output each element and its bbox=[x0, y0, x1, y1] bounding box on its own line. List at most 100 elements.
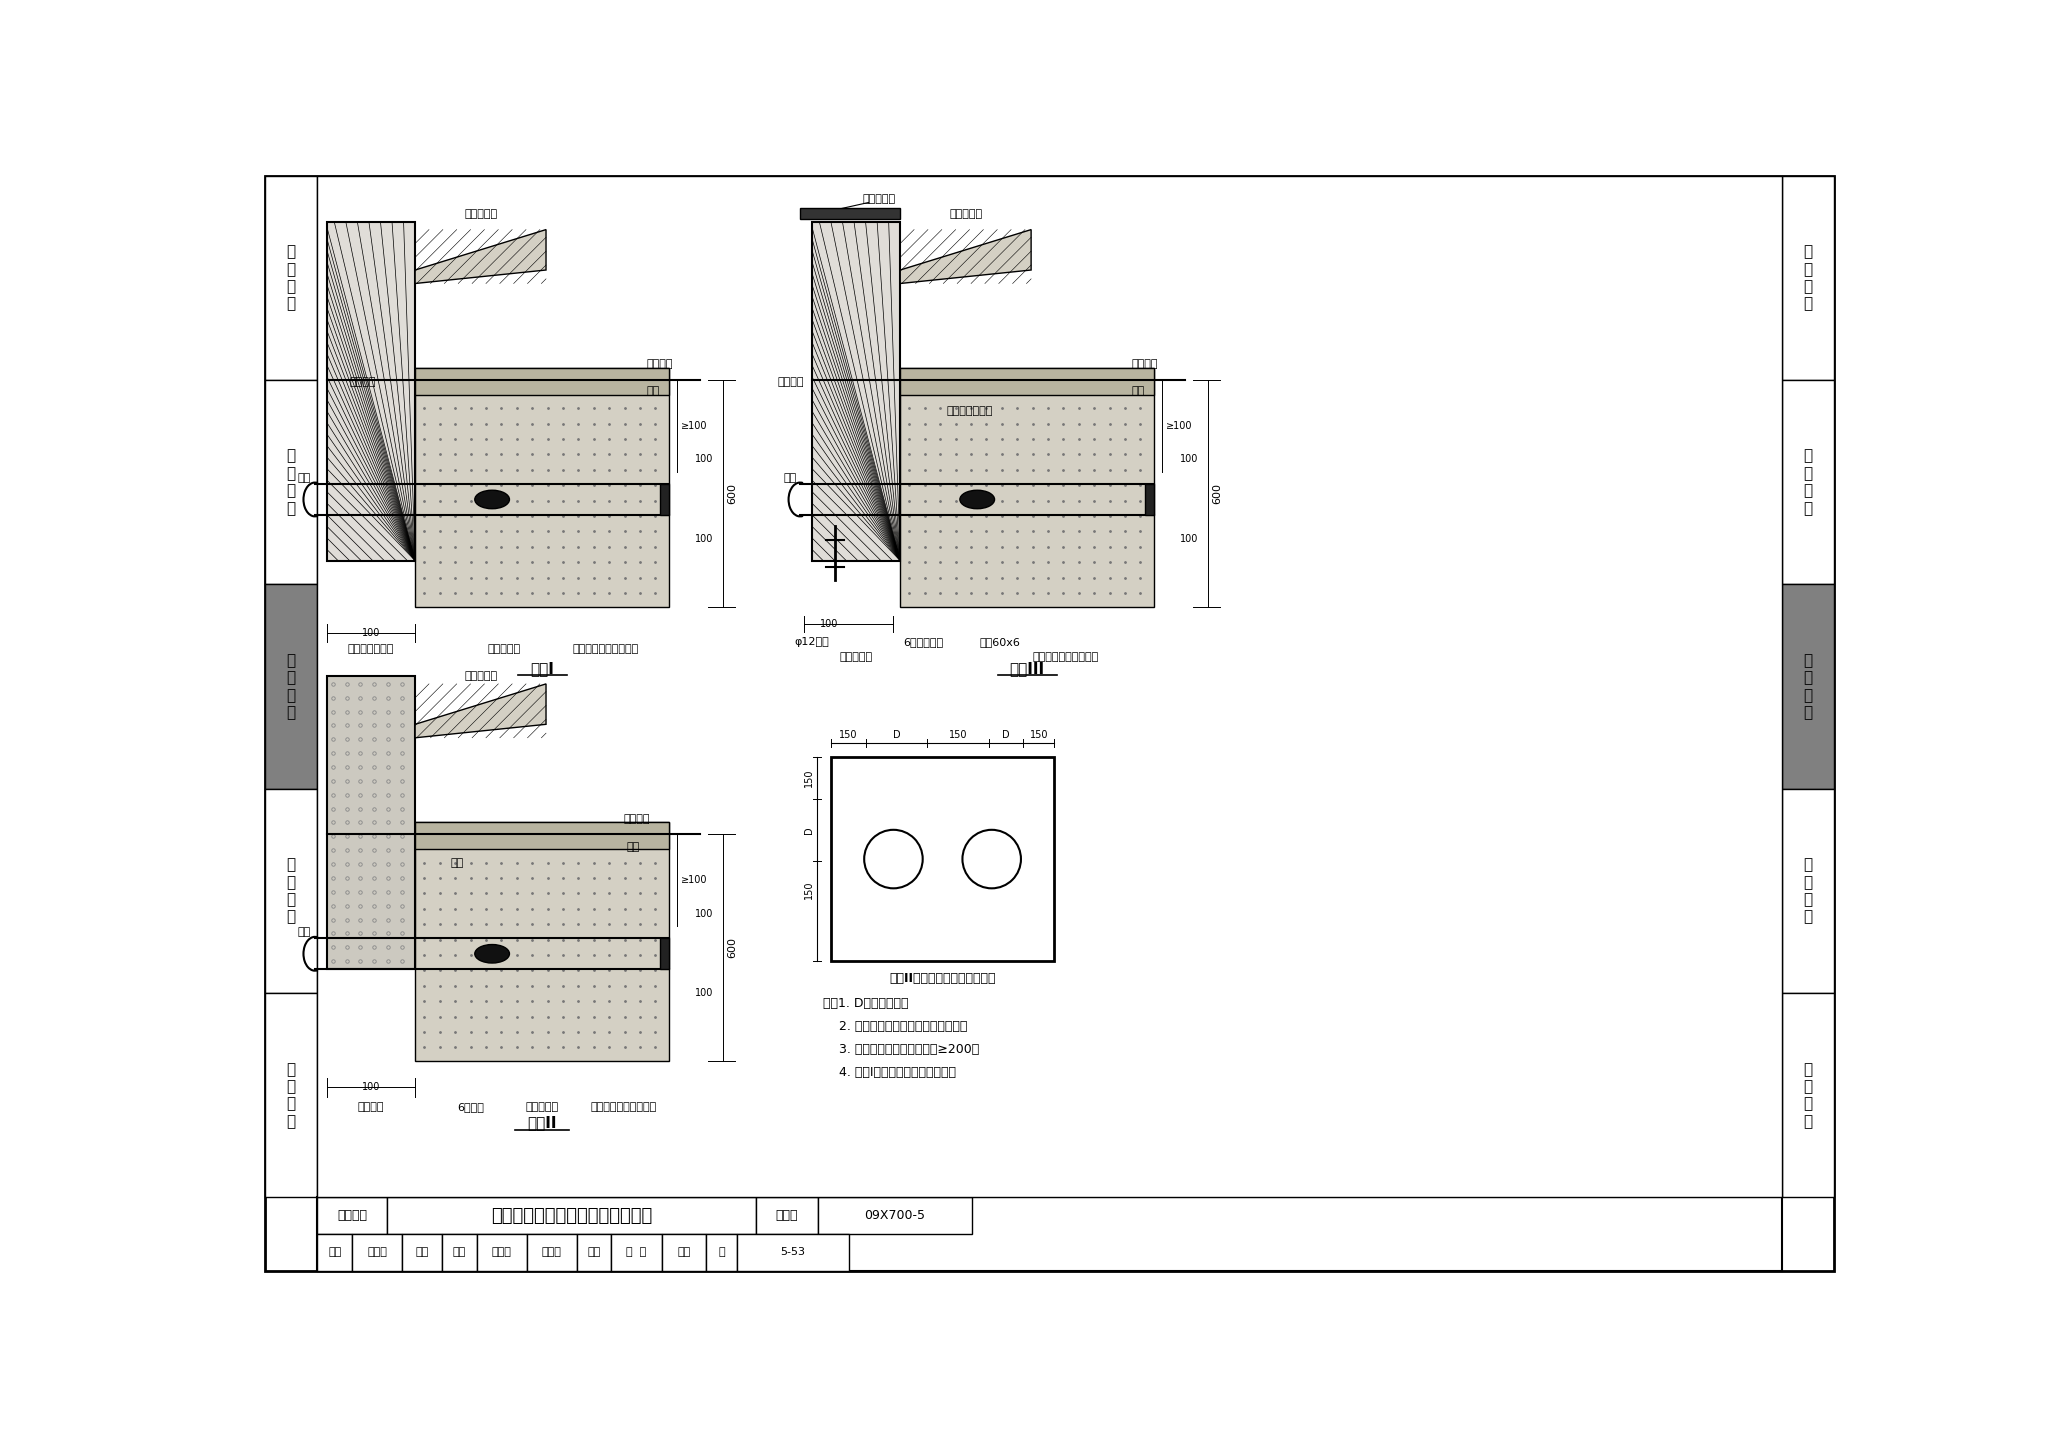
Bar bbox=[317, 1197, 1782, 1270]
Text: 100: 100 bbox=[694, 534, 713, 544]
Bar bbox=[416, 368, 670, 395]
Text: 3. 电缆保护管伸出散水坡外≥200。: 3. 电缆保护管伸出散水坡外≥200。 bbox=[823, 1042, 979, 1057]
Text: 缆
线
敷
设: 缆 线 敷 设 bbox=[1804, 653, 1812, 720]
Text: 100: 100 bbox=[362, 629, 381, 639]
Bar bbox=[526, 1234, 578, 1270]
Polygon shape bbox=[416, 684, 547, 737]
Text: 防水砂浆: 防水砂浆 bbox=[778, 377, 805, 387]
Bar bbox=[901, 368, 1155, 607]
Text: 改另: 改另 bbox=[416, 1247, 428, 1257]
Bar bbox=[264, 176, 317, 379]
Text: 防水材料层: 防水材料层 bbox=[862, 193, 895, 203]
Text: φ12螺栓: φ12螺栓 bbox=[795, 637, 829, 646]
Text: 建筑物散水: 建筑物散水 bbox=[465, 209, 498, 219]
Bar bbox=[264, 584, 317, 789]
Bar bbox=[442, 1234, 477, 1270]
Text: D: D bbox=[805, 826, 815, 833]
Text: 王放惠: 王放惠 bbox=[367, 1247, 387, 1257]
Bar bbox=[264, 379, 317, 584]
Polygon shape bbox=[901, 229, 1030, 284]
Bar bbox=[477, 1234, 526, 1270]
Text: 100: 100 bbox=[819, 619, 838, 629]
Bar bbox=[659, 484, 670, 516]
Bar bbox=[317, 1197, 387, 1234]
Bar bbox=[326, 676, 416, 969]
Text: 赵己试: 赵己试 bbox=[543, 1247, 561, 1257]
Text: 150: 150 bbox=[805, 769, 815, 788]
Ellipse shape bbox=[475, 945, 510, 962]
Text: 供
电
电
源: 供 电 电 源 bbox=[287, 448, 295, 516]
Bar bbox=[662, 1234, 707, 1270]
Text: 陶炳: 陶炳 bbox=[678, 1247, 690, 1257]
Bar bbox=[578, 1234, 612, 1270]
Text: 6厚防水钢板: 6厚防水钢板 bbox=[903, 637, 944, 646]
Text: 4. 方案I适用于地下水位较低处。: 4. 方案I适用于地下水位较低处。 bbox=[823, 1067, 956, 1080]
Text: 600: 600 bbox=[727, 937, 737, 958]
Text: 6厚钢板: 6厚钢板 bbox=[457, 1103, 485, 1113]
Text: D: D bbox=[893, 730, 901, 740]
Text: 陶  培: 陶 培 bbox=[627, 1247, 647, 1257]
Text: ≥100: ≥100 bbox=[1165, 421, 1192, 431]
Text: 100: 100 bbox=[362, 1083, 381, 1093]
Text: 机
房
工
程: 机 房 工 程 bbox=[287, 245, 295, 312]
Bar bbox=[1782, 994, 1835, 1197]
Ellipse shape bbox=[961, 490, 995, 508]
Text: 室外地面: 室外地面 bbox=[1130, 359, 1157, 369]
Text: 防水砂浆: 防水砂浆 bbox=[350, 377, 377, 387]
Text: ≥100: ≥100 bbox=[680, 421, 707, 431]
Bar bbox=[1145, 484, 1155, 516]
Bar bbox=[387, 1197, 756, 1234]
Bar bbox=[659, 938, 670, 969]
Text: 防
雷
接
地: 防 雷 接 地 bbox=[1804, 1061, 1812, 1128]
Text: 150: 150 bbox=[948, 730, 967, 740]
Text: 设
备
安
装: 设 备 安 装 bbox=[287, 858, 295, 925]
Text: 设
备
安
装: 设 备 安 装 bbox=[1804, 858, 1812, 925]
Bar bbox=[352, 1234, 401, 1270]
Text: 缆
线
敷
设: 缆 线 敷 设 bbox=[287, 653, 295, 720]
Bar bbox=[1782, 379, 1835, 584]
Text: 室外地面: 室外地面 bbox=[623, 813, 649, 823]
Text: 电缆: 电缆 bbox=[297, 473, 311, 483]
Bar bbox=[1782, 176, 1835, 379]
Bar bbox=[416, 368, 670, 607]
Text: 穿墙保护管: 穿墙保护管 bbox=[840, 652, 872, 662]
Text: 校对: 校对 bbox=[453, 1247, 467, 1257]
Text: 建筑物散水: 建筑物散水 bbox=[465, 672, 498, 682]
Ellipse shape bbox=[475, 490, 510, 508]
Text: 方案II: 方案II bbox=[528, 1116, 557, 1130]
Text: 混凝土墙: 混凝土墙 bbox=[358, 1103, 385, 1113]
Text: 5-53: 5-53 bbox=[780, 1247, 805, 1257]
Circle shape bbox=[864, 829, 924, 888]
Text: 审核: 审核 bbox=[328, 1247, 342, 1257]
Text: 管口封堵油麻浇灌沥青: 管口封堵油麻浇灌沥青 bbox=[1032, 652, 1098, 662]
Text: 盖板: 盖板 bbox=[627, 842, 641, 852]
Text: 管口封堵油麻浇灌沥青: 管口封堵油麻浇灌沥青 bbox=[573, 644, 639, 654]
Bar bbox=[707, 1234, 737, 1270]
Text: 赵正武: 赵正武 bbox=[492, 1247, 512, 1257]
Text: 100: 100 bbox=[1180, 534, 1198, 544]
Text: 150: 150 bbox=[840, 730, 858, 740]
Text: 600: 600 bbox=[1212, 483, 1223, 504]
Text: 缆线敷设: 缆线敷设 bbox=[338, 1209, 367, 1223]
Bar bbox=[612, 1234, 662, 1270]
Text: D: D bbox=[1001, 730, 1010, 740]
Text: 机
房
工
程: 机 房 工 程 bbox=[1804, 245, 1812, 312]
Text: 供
电
电
源: 供 电 电 源 bbox=[1804, 448, 1812, 516]
Text: 电缆: 电缆 bbox=[297, 927, 311, 937]
Bar bbox=[416, 822, 670, 1061]
Text: 盖板: 盖板 bbox=[645, 387, 659, 397]
Text: 砖墙或混凝土墙: 砖墙或混凝土墙 bbox=[348, 644, 393, 654]
Text: 100: 100 bbox=[1180, 454, 1198, 464]
Text: 管口封堵油麻浇灌沥青: 管口封堵油麻浇灌沥青 bbox=[590, 1103, 657, 1113]
Text: 150: 150 bbox=[805, 881, 815, 899]
Bar bbox=[831, 758, 1055, 961]
Bar bbox=[1782, 789, 1835, 994]
Bar bbox=[264, 789, 317, 994]
Text: 穿墙保护管: 穿墙保护管 bbox=[487, 644, 520, 654]
Bar bbox=[811, 222, 901, 561]
Text: 100: 100 bbox=[694, 454, 713, 464]
Text: 扁钢60x6: 扁钢60x6 bbox=[979, 637, 1020, 646]
Text: 页: 页 bbox=[719, 1247, 725, 1257]
Bar bbox=[901, 368, 1155, 395]
Text: 09X700-5: 09X700-5 bbox=[864, 1209, 926, 1223]
